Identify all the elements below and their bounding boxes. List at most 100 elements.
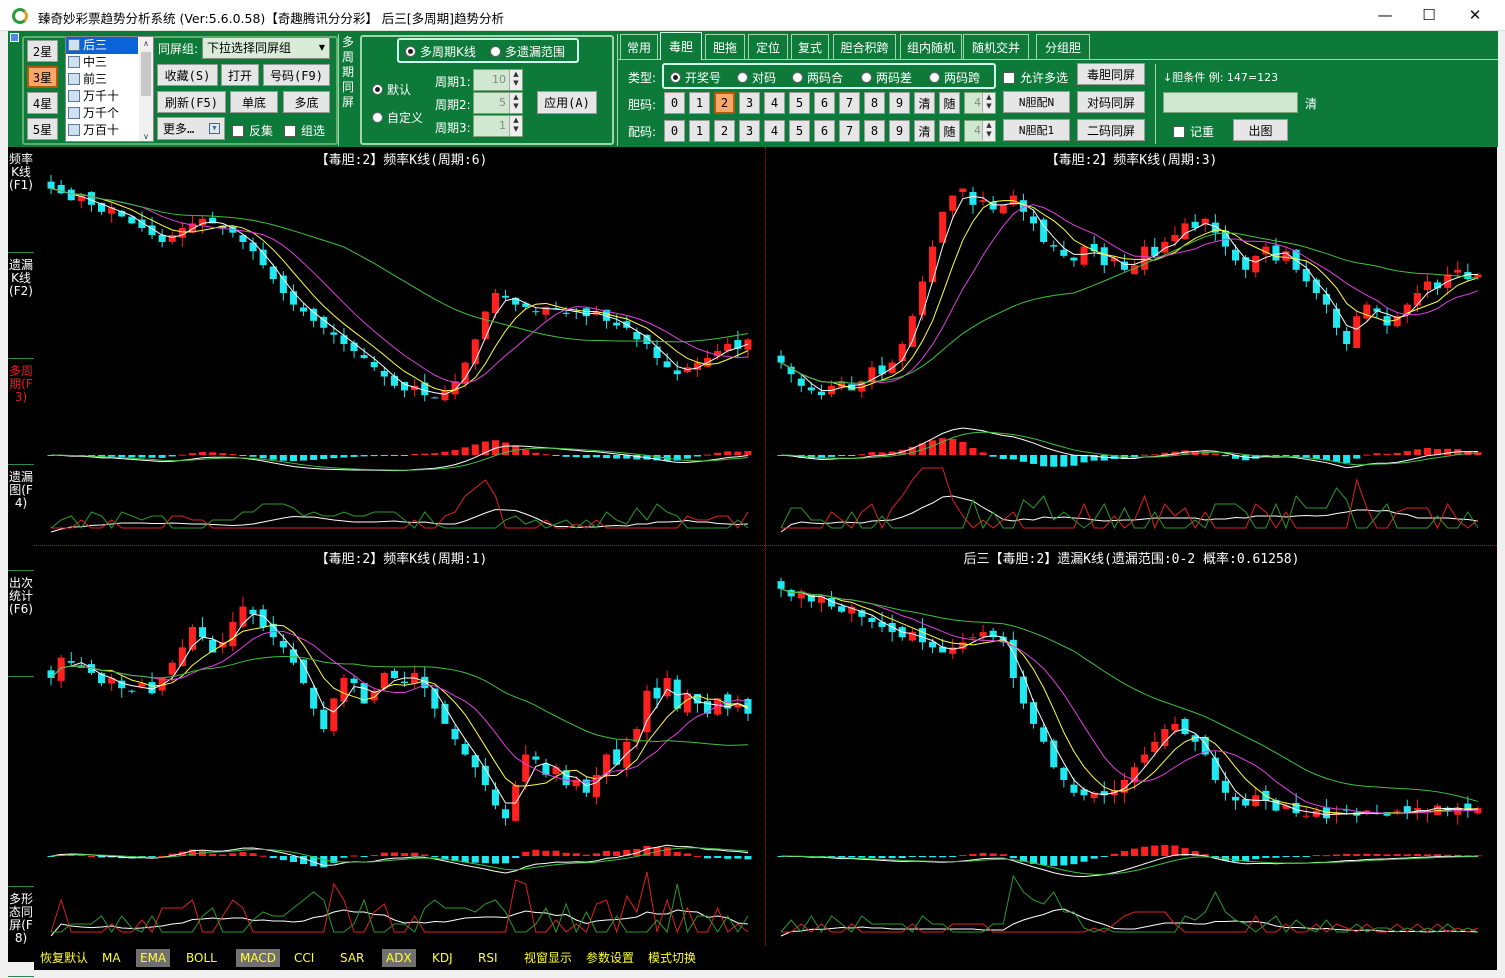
dan-random-button[interactable]: 随 xyxy=(939,92,960,114)
dan-digit-button[interactable]: 2 xyxy=(714,92,735,114)
position-list-item[interactable]: 万百十 xyxy=(66,122,138,139)
open-button[interactable]: 打开 xyxy=(221,64,259,86)
side-tab-3[interactable]: 遗漏图(F4) xyxy=(8,465,34,571)
spinner[interactable]: ▲ ▼ xyxy=(509,70,522,90)
pei-digit-button[interactable]: 0 xyxy=(664,120,685,142)
tab-6[interactable]: 组内随机 xyxy=(900,34,962,59)
listbox-scrollbar[interactable]: ∧ ∨ xyxy=(139,37,153,141)
star-2-button[interactable]: 2星 xyxy=(27,40,58,62)
period2-input[interactable]: 5 ▲ ▼ xyxy=(473,92,523,114)
single-button[interactable]: 单底 xyxy=(230,91,278,113)
spinner[interactable]: ▲ ▼ xyxy=(982,93,995,113)
allow-multi-checkbox[interactable]: 允许多选 xyxy=(1003,69,1068,86)
dan-digit-button[interactable]: 9 xyxy=(889,92,910,114)
type-radio[interactable]: 两码差 xyxy=(861,69,912,86)
reverse-checkbox[interactable]: 反集 xyxy=(232,122,273,139)
indicator-boll[interactable]: BOLL xyxy=(186,951,217,965)
pei-digit-button[interactable]: 2 xyxy=(714,120,735,142)
position-list-item[interactable]: 万千个 xyxy=(66,105,138,122)
dan-digit-button[interactable]: 5 xyxy=(789,92,810,114)
type-radio[interactable]: 两码跨 xyxy=(929,69,980,86)
indicator-kdj[interactable]: KDJ xyxy=(432,951,453,965)
type-radio[interactable]: 两码合 xyxy=(792,69,843,86)
close-button[interactable]: ✕ xyxy=(1468,6,1482,24)
side-tab-0[interactable]: 频率K线(F1) xyxy=(8,147,34,253)
period-radio-custom[interactable]: 自定义 xyxy=(372,109,423,126)
pei-count-spinner[interactable]: 4 ▲ ▼ xyxy=(964,120,996,142)
mode-radio-kline[interactable]: 多周期K线 xyxy=(405,43,476,60)
period3-input[interactable]: 1 ▲ ▼ xyxy=(473,115,523,137)
pei-digit-button[interactable]: 1 xyxy=(689,120,710,142)
side-tab-5[interactable] xyxy=(8,677,34,887)
position-listbox[interactable]: 后三 中三 前三 万千十 万千个 万百十 ∧ ∨ xyxy=(65,36,154,142)
pei-digit-button[interactable]: 5 xyxy=(789,120,810,142)
position-list-item[interactable]: 中三 xyxy=(66,54,138,71)
dan-digit-button[interactable]: 4 xyxy=(764,92,785,114)
dan-digit-button[interactable]: 7 xyxy=(839,92,860,114)
pei-digit-button[interactable]: 7 xyxy=(839,120,860,142)
spinner[interactable]: ▲ ▼ xyxy=(509,93,522,113)
spinner[interactable]: ▲ ▼ xyxy=(509,116,522,136)
pei-digit-button[interactable]: 8 xyxy=(864,120,885,142)
tab-3[interactable]: 定位 xyxy=(748,34,788,59)
side-tab-4[interactable]: 出次统计(F6) xyxy=(8,571,34,677)
pei-digit-button[interactable]: 4 xyxy=(764,120,785,142)
minimize-button[interactable]: — xyxy=(1377,6,1393,24)
indicator-ema[interactable]: EMA xyxy=(136,949,171,967)
tab-8[interactable]: 分组胆 xyxy=(1036,34,1090,59)
dudan-screen-button[interactable]: 毒胆同屏 xyxy=(1077,63,1145,85)
dan-digit-button[interactable]: 8 xyxy=(864,92,885,114)
type-radio[interactable]: 对码 xyxy=(737,69,776,86)
dan-count-spinner[interactable]: 4 ▲ ▼ xyxy=(964,92,996,114)
n-dan-pei-n-button[interactable]: N胆配N xyxy=(1003,91,1070,113)
group-select[interactable]: 下拉选择同屏组 ▼ xyxy=(202,37,330,59)
erma-screen-button[interactable]: 二码同屏 xyxy=(1077,119,1145,141)
type-radio[interactable]: 开奖号 xyxy=(670,69,721,86)
star-3-button[interactable]: 3星 xyxy=(27,66,58,88)
pin-icon[interactable] xyxy=(10,33,19,42)
side-tab-2[interactable]: 多周期(F3) xyxy=(8,359,34,465)
group-select-checkbox[interactable]: 组选 xyxy=(284,122,325,139)
duima-screen-button[interactable]: 对码同屏 xyxy=(1077,91,1145,113)
dan-clear-button[interactable]: 清 xyxy=(914,92,935,114)
period1-input[interactable]: 10 ▲ ▼ xyxy=(473,69,523,91)
pei-clear-button[interactable]: 清 xyxy=(914,120,935,142)
mode-radio-range[interactable]: 多遗漏范围 xyxy=(490,43,565,60)
indicator-cci[interactable]: CCI xyxy=(294,951,315,965)
spinner[interactable]: ▲ ▼ xyxy=(982,121,995,141)
record-repeat-checkbox[interactable]: 记重 xyxy=(1173,123,1214,140)
tab-5[interactable]: 胆合积跨 xyxy=(833,34,896,59)
indicator-macd[interactable]: MACD xyxy=(236,949,280,967)
period-radio-default[interactable]: 默认 xyxy=(372,81,411,98)
star-4-button[interactable]: 4星 xyxy=(27,92,58,114)
tab-2[interactable]: 胆拖 xyxy=(705,34,745,59)
indicator-adx[interactable]: ADX xyxy=(382,949,416,967)
tab-4[interactable]: 复式 xyxy=(791,34,829,59)
dan-digit-button[interactable]: 0 xyxy=(664,92,685,114)
numbers-button[interactable]: 号码(F9) xyxy=(263,64,330,86)
tab-1[interactable]: 毒胆 xyxy=(660,32,702,60)
position-list-item[interactable]: 前三 xyxy=(66,71,138,88)
indicator-rsi[interactable]: RSI xyxy=(478,951,498,965)
indicator-模式切换[interactable]: 模式切换 xyxy=(648,951,697,965)
tab-7[interactable]: 随机交并 xyxy=(963,34,1029,59)
condition-clear-button[interactable]: 清 xyxy=(1305,97,1318,111)
indicator-参数设置[interactable]: 参数设置 xyxy=(586,951,635,965)
tab-0[interactable]: 常用 xyxy=(620,34,658,59)
more-button[interactable]: 更多… ▼ xyxy=(157,117,225,140)
pei-digit-button[interactable]: 9 xyxy=(889,120,910,142)
indicator-ma[interactable]: MA xyxy=(102,951,121,965)
indicator-视窗显示[interactable]: 视窗显示 xyxy=(524,951,573,965)
dan-digit-button[interactable]: 3 xyxy=(739,92,760,114)
indicator-sar[interactable]: SAR xyxy=(340,951,365,965)
chart-button[interactable]: 出图 xyxy=(1233,119,1288,141)
position-list-item[interactable]: 万千十 xyxy=(66,88,138,105)
dan-digit-button[interactable]: 6 xyxy=(814,92,835,114)
maximize-button[interactable]: ☐ xyxy=(1422,6,1436,24)
collect-button[interactable]: 收藏(S) xyxy=(157,64,218,86)
indicator-恢复默认[interactable]: 恢复默认 xyxy=(40,951,89,965)
pei-random-button[interactable]: 随 xyxy=(939,120,960,142)
apply-button[interactable]: 应用(A) xyxy=(537,91,597,114)
pei-digit-button[interactable]: 6 xyxy=(814,120,835,142)
side-tab-1[interactable]: 遗漏K线(F2) xyxy=(8,253,34,359)
